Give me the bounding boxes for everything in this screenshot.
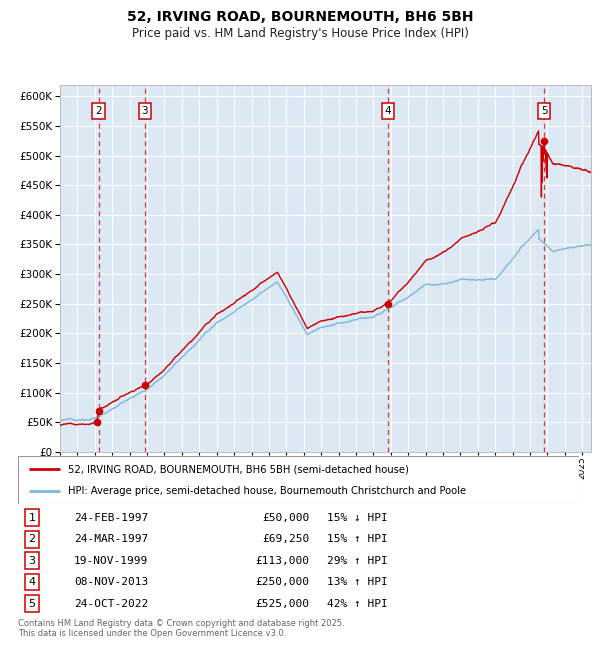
- Text: This data is licensed under the Open Government Licence v3.0.: This data is licensed under the Open Gov…: [18, 629, 286, 638]
- Text: 52, IRVING ROAD, BOURNEMOUTH, BH6 5BH (semi-detached house): 52, IRVING ROAD, BOURNEMOUTH, BH6 5BH (s…: [68, 464, 409, 474]
- Text: 24-OCT-2022: 24-OCT-2022: [74, 599, 148, 608]
- Text: 2: 2: [28, 534, 35, 544]
- Text: 24-FEB-1997: 24-FEB-1997: [74, 513, 148, 523]
- Text: 1: 1: [29, 513, 35, 523]
- Text: 29% ↑ HPI: 29% ↑ HPI: [326, 556, 388, 566]
- Text: 4: 4: [385, 106, 391, 116]
- Text: Contains HM Land Registry data © Crown copyright and database right 2025.: Contains HM Land Registry data © Crown c…: [18, 619, 344, 628]
- Text: 19-NOV-1999: 19-NOV-1999: [74, 556, 148, 566]
- Text: £69,250: £69,250: [262, 534, 310, 544]
- Text: 3: 3: [29, 556, 35, 566]
- Text: 4: 4: [28, 577, 35, 587]
- Text: 24-MAR-1997: 24-MAR-1997: [74, 534, 148, 544]
- Text: HPI: Average price, semi-detached house, Bournemouth Christchurch and Poole: HPI: Average price, semi-detached house,…: [68, 486, 467, 496]
- Text: Price paid vs. HM Land Registry's House Price Index (HPI): Price paid vs. HM Land Registry's House …: [131, 27, 469, 40]
- Text: 5: 5: [541, 106, 547, 116]
- Text: 15% ↓ HPI: 15% ↓ HPI: [326, 513, 388, 523]
- Text: 42% ↑ HPI: 42% ↑ HPI: [326, 599, 388, 608]
- Text: £525,000: £525,000: [256, 599, 310, 608]
- Text: 13% ↑ HPI: 13% ↑ HPI: [326, 577, 388, 587]
- Text: 52, IRVING ROAD, BOURNEMOUTH, BH6 5BH: 52, IRVING ROAD, BOURNEMOUTH, BH6 5BH: [127, 10, 473, 24]
- Text: £250,000: £250,000: [256, 577, 310, 587]
- Text: 3: 3: [142, 106, 148, 116]
- Text: 08-NOV-2013: 08-NOV-2013: [74, 577, 148, 587]
- Text: 2: 2: [95, 106, 102, 116]
- Text: 5: 5: [29, 599, 35, 608]
- Text: £113,000: £113,000: [256, 556, 310, 566]
- Text: £50,000: £50,000: [262, 513, 310, 523]
- Text: 15% ↑ HPI: 15% ↑ HPI: [326, 534, 388, 544]
